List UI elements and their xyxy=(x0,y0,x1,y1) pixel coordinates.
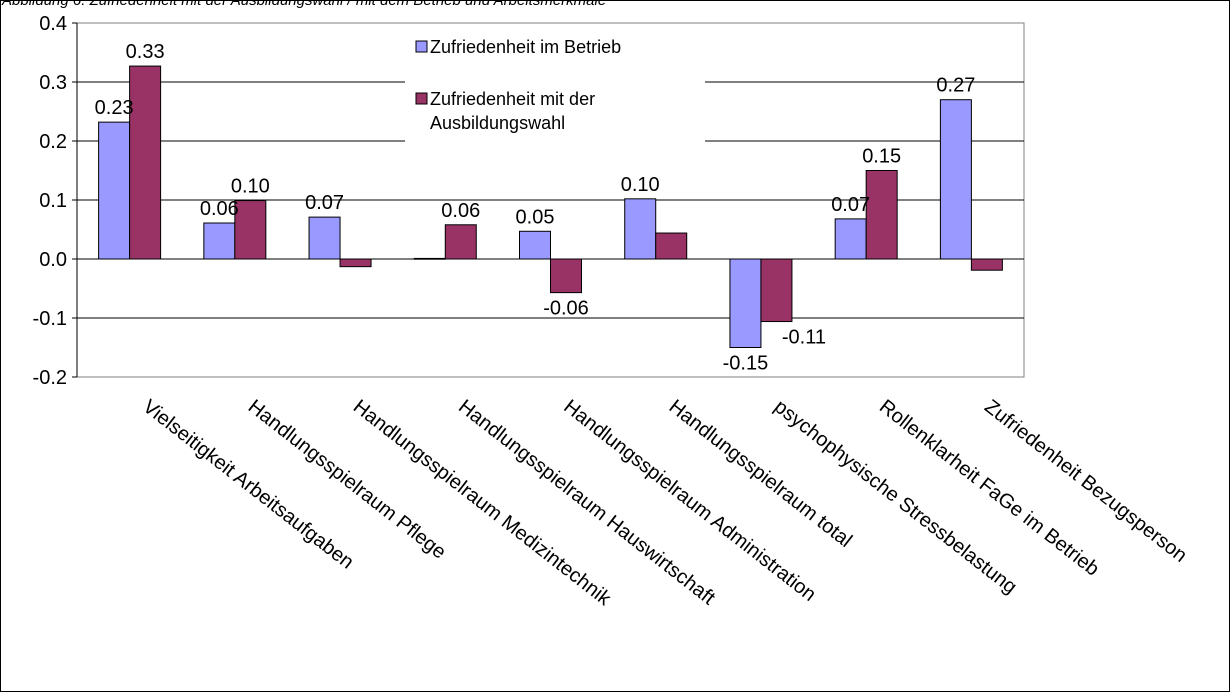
bar-ausbildungswahl xyxy=(550,258,582,294)
x-category-label: Handlungsspielraum Pflege xyxy=(244,396,450,564)
x-category-label: Vielseitigkeit Arbeitsaufgaben xyxy=(139,396,358,574)
data-label: 0.06 xyxy=(441,200,480,222)
data-label: 0.23 xyxy=(95,97,134,119)
x-category-label: Rollenklarheit FaGe im Betrieb xyxy=(875,396,1103,581)
bar-ausbildungswahl xyxy=(655,232,688,260)
data-label: 0.05 xyxy=(516,206,555,228)
data-label: 0.07 xyxy=(305,192,344,214)
data-labels: 0.23 0.06 0.07 0.05 0.10 -0.15 0.07 0.27 0.33 0.1… xyxy=(95,41,976,374)
x-category-label: Zufriedenheit Bezugsperson xyxy=(980,396,1191,567)
y-tick-label: 0.2 xyxy=(39,131,67,153)
bar-ausbildungswahl xyxy=(234,200,267,260)
y-axis: 0.4 0.3 0.2 0.1 0.0 -0.1 -0.2 xyxy=(33,13,78,389)
data-label: 0.06 xyxy=(200,198,239,220)
figure-caption: Abbildung 6: Zufriedenheit mit der Ausbi… xyxy=(2,0,607,9)
bar-betrieb xyxy=(834,218,867,260)
y-tick-label: -0.2 xyxy=(33,367,67,389)
bar-ausbildungswahl xyxy=(444,224,477,260)
legend-swatch xyxy=(415,92,428,105)
x-category-label: Handlungsspielraum total xyxy=(665,396,856,552)
data-label: 0.33 xyxy=(126,41,165,63)
bar-betrieb xyxy=(98,121,131,260)
data-label: 0.10 xyxy=(621,174,660,196)
y-tick-label: 0.1 xyxy=(39,190,67,212)
y-tick-label: 0.4 xyxy=(39,13,67,35)
bar-ausbildungswahl xyxy=(129,65,162,260)
data-label: 0.15 xyxy=(862,146,901,168)
bar-ausbildungswahl xyxy=(339,258,372,268)
bar-ausbildungswahl xyxy=(760,258,793,323)
legend: Zufriedenheit im Betrieb Zufriedenheit mi… xyxy=(405,34,705,152)
data-label: -0.11 xyxy=(782,327,826,349)
bar-betrieb xyxy=(939,99,972,260)
legend-swatch xyxy=(415,40,428,53)
legend-label: Ausbildungswahl xyxy=(430,113,565,133)
y-tick-label: 0.3 xyxy=(39,72,67,94)
legend-label: Zufriedenheit mit der xyxy=(430,89,595,109)
bar-ausbildungswahl xyxy=(970,258,1003,271)
bar-betrieb xyxy=(519,230,551,260)
legend-box xyxy=(405,34,705,152)
data-label: 0.07 xyxy=(831,194,870,216)
data-label: 0.10 xyxy=(231,176,270,198)
bars xyxy=(98,65,1003,348)
bar-betrieb xyxy=(624,198,657,260)
y-tick-label: -0.1 xyxy=(33,308,67,330)
bar-betrieb xyxy=(729,258,762,348)
bar-ausbildungswahl xyxy=(865,170,898,260)
data-label: -0.06 xyxy=(543,298,589,320)
data-label: -0.15 xyxy=(723,353,769,375)
legend-label: Zufriedenheit im Betrieb xyxy=(430,37,621,57)
bar-betrieb xyxy=(203,222,236,260)
data-label: 0.27 xyxy=(936,75,975,97)
bar-betrieb xyxy=(308,216,341,260)
y-tick-label: 0.0 xyxy=(39,249,67,271)
